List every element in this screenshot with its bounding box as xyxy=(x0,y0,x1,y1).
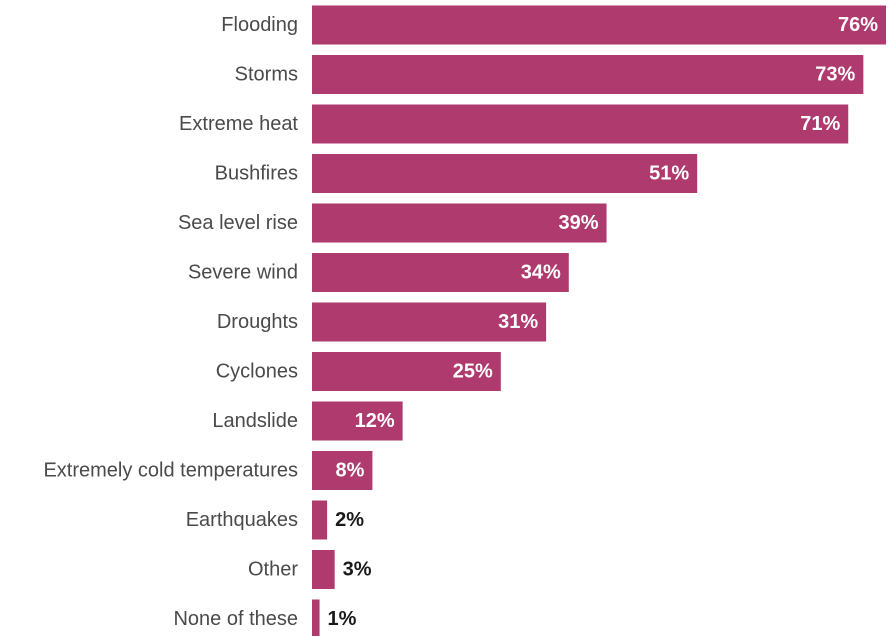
value-label: 71% xyxy=(800,113,840,135)
value-label: 25% xyxy=(453,361,493,383)
category-label: Extreme heat xyxy=(179,113,298,135)
bar xyxy=(312,302,547,342)
bar xyxy=(312,5,886,45)
bar xyxy=(312,401,403,441)
value-label: 76% xyxy=(838,14,878,36)
bar xyxy=(312,352,501,391)
category-label: Bushfires xyxy=(215,163,298,185)
bar xyxy=(312,203,607,243)
value-label: 39% xyxy=(559,212,599,234)
value-label: 51% xyxy=(649,163,689,185)
category-label: Severe wind xyxy=(188,262,298,284)
value-label: 8% xyxy=(336,460,365,482)
category-label: None of these xyxy=(173,608,298,630)
bar xyxy=(312,55,864,94)
value-label: 31% xyxy=(498,311,538,333)
bar xyxy=(312,104,849,144)
bar xyxy=(312,253,569,292)
value-label: 3% xyxy=(343,559,372,581)
bar xyxy=(312,154,698,193)
value-label: 2% xyxy=(335,509,364,531)
bar xyxy=(312,451,373,490)
category-label: Other xyxy=(248,559,298,581)
category-label: Landslide xyxy=(212,410,298,432)
category-label: Storms xyxy=(235,64,298,86)
bar xyxy=(312,599,320,636)
category-label: Earthquakes xyxy=(186,509,298,531)
bar xyxy=(312,550,335,589)
category-label: Sea level rise xyxy=(178,212,298,234)
value-label: 12% xyxy=(355,410,395,432)
category-label: Flooding xyxy=(221,14,298,36)
value-label: 73% xyxy=(815,64,855,86)
value-label: 34% xyxy=(521,262,561,284)
category-label: Extremely cold temperatures xyxy=(43,460,298,482)
category-label: Cyclones xyxy=(216,361,298,383)
value-label: 1% xyxy=(328,608,357,630)
category-label: Droughts xyxy=(217,311,298,333)
bar xyxy=(312,500,328,540)
